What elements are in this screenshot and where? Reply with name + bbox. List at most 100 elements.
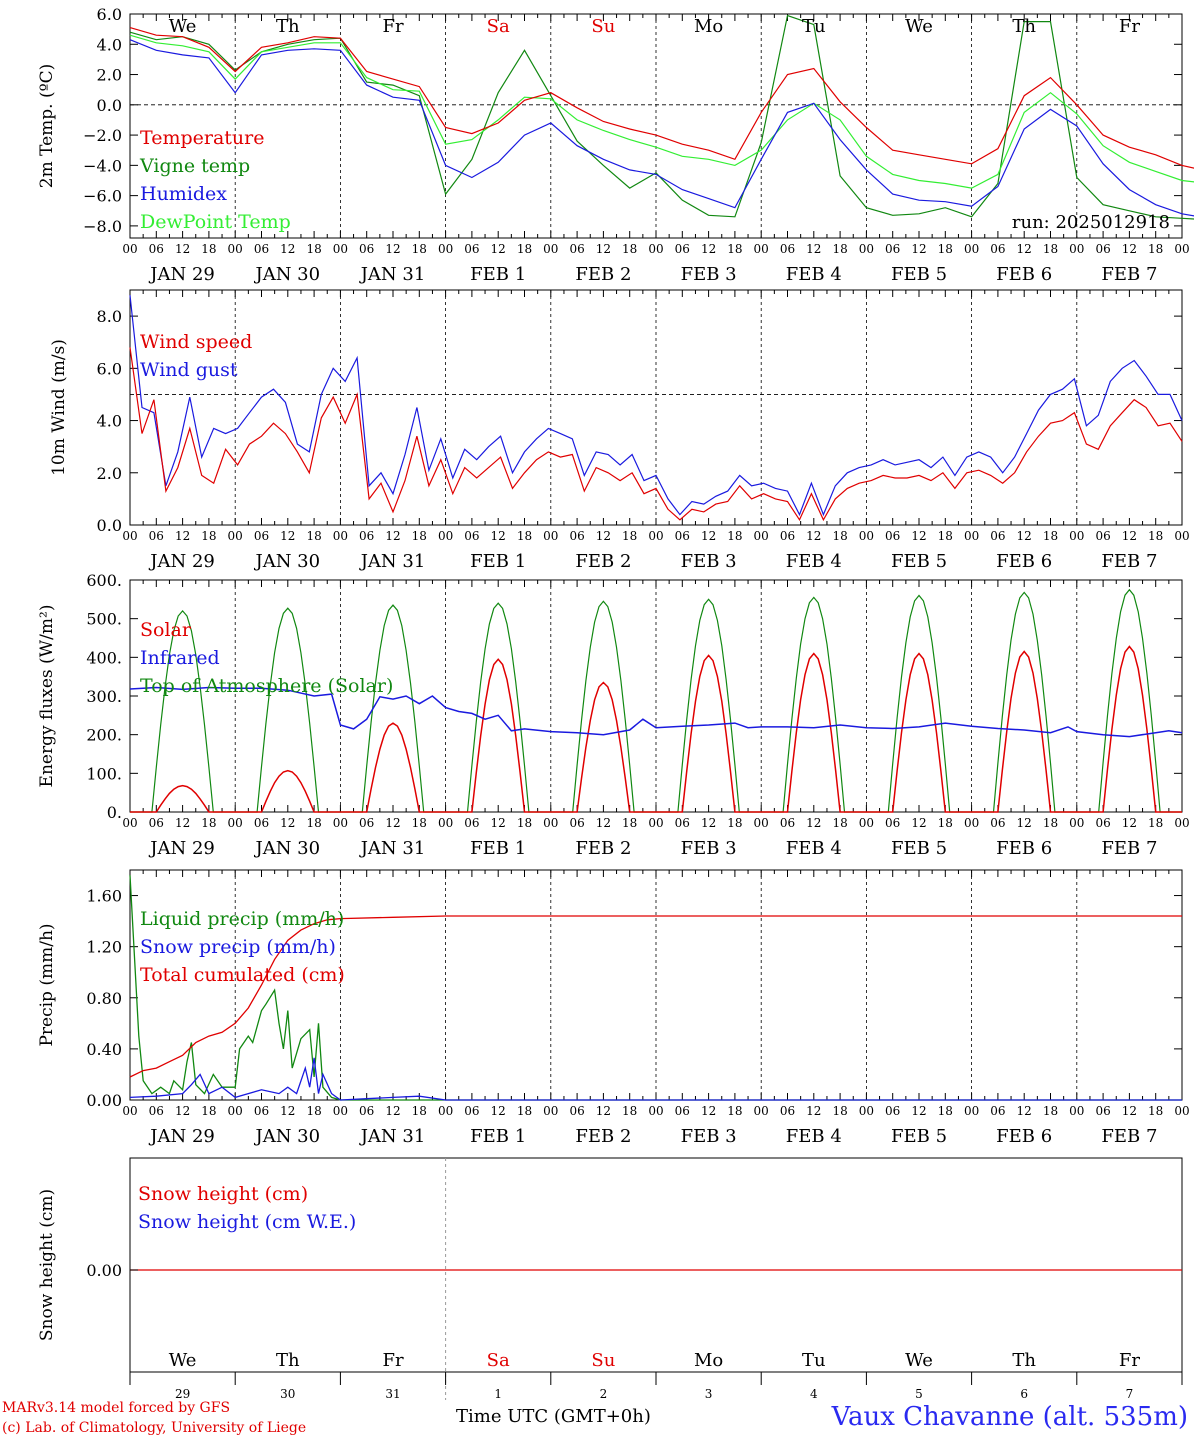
date-label: JAN 31 — [359, 838, 426, 859]
date-label: FEB 6 — [996, 1126, 1052, 1147]
y-tick-label: −6.0 — [83, 187, 122, 206]
hour-tick-label: 06 — [1095, 529, 1110, 543]
hour-tick-label: 06 — [885, 242, 900, 256]
hour-tick-label: 12 — [175, 242, 190, 256]
hour-tick-label: 00 — [1069, 816, 1084, 830]
weekday-label: Fr — [1119, 1350, 1140, 1371]
hour-tick-label: 00 — [859, 1104, 874, 1118]
y-tick-label: 0.00 — [86, 1261, 122, 1280]
day-number-label: 7 — [1126, 1387, 1134, 1401]
hour-tick-label: 18 — [517, 1104, 532, 1118]
hour-tick-label: 18 — [412, 529, 427, 543]
series-line-snow-precip — [129, 1057, 1182, 1101]
hour-tick-label: 00 — [964, 816, 979, 830]
hour-tick-label: 00 — [964, 1104, 979, 1118]
date-label: FEB 7 — [1101, 264, 1157, 285]
y-tick-label: 6.0 — [97, 5, 122, 24]
hour-tick-label: 00 — [543, 1104, 558, 1118]
hour-tick-label: 18 — [727, 816, 742, 830]
hour-tick-label: 00 — [438, 242, 453, 256]
hour-tick-label: 18 — [201, 529, 216, 543]
hour-tick-label: 00 — [1174, 242, 1189, 256]
date-label: FEB 1 — [470, 1126, 526, 1147]
hour-tick-label: 12 — [280, 242, 295, 256]
y-axis-label: Snow height (cm) — [37, 1189, 57, 1341]
date-label: FEB 2 — [575, 264, 631, 285]
y-tick-label: 400. — [86, 648, 122, 667]
weekday-label: Th — [1012, 1350, 1036, 1371]
hour-tick-label: 12 — [701, 816, 716, 830]
hour-tick-label: 00 — [859, 816, 874, 830]
hour-tick-label: 12 — [596, 816, 611, 830]
day-number-label: 3 — [705, 1387, 713, 1401]
hour-tick-label: 12 — [491, 529, 506, 543]
hour-tick-label: 06 — [359, 1104, 374, 1118]
hour-tick-label: 00 — [859, 529, 874, 543]
hour-tick-label: 06 — [780, 529, 795, 543]
hour-tick-label: 00 — [964, 529, 979, 543]
hour-tick-label: 06 — [675, 242, 690, 256]
hour-tick-label: 18 — [1148, 242, 1163, 256]
hour-tick-label: 06 — [464, 529, 479, 543]
hour-tick-label: 18 — [412, 1104, 427, 1118]
hour-tick-label: 18 — [412, 816, 427, 830]
hour-tick-label: 00 — [648, 529, 663, 543]
date-label: FEB 3 — [681, 264, 737, 285]
legend-entry: Liquid precip (mm/h) — [140, 908, 344, 930]
day-number-label: 1 — [494, 1387, 502, 1401]
hour-tick-label: 12 — [806, 1104, 821, 1118]
weekday-label: Su — [591, 1350, 615, 1371]
y-tick-label: 200. — [86, 726, 122, 745]
hour-tick-label: 06 — [254, 529, 269, 543]
hour-tick-label: 12 — [280, 816, 295, 830]
date-label: FEB 2 — [575, 551, 631, 572]
legend-entry: Vigne temp — [139, 155, 250, 177]
hour-tick-label: 00 — [228, 529, 243, 543]
hour-tick-label: 18 — [832, 1104, 847, 1118]
hour-tick-label: 06 — [464, 1104, 479, 1118]
hour-tick-label: 18 — [727, 242, 742, 256]
y-tick-label: −2.0 — [83, 126, 122, 145]
hour-tick-label: 00 — [1069, 529, 1084, 543]
date-label: FEB 6 — [996, 551, 1052, 572]
hour-tick-label: 06 — [675, 816, 690, 830]
y-tick-label: 6.0 — [97, 359, 122, 378]
hour-tick-label: 06 — [990, 816, 1005, 830]
hour-tick-label: 06 — [149, 529, 164, 543]
hour-tick-label: 00 — [648, 242, 663, 256]
hour-tick-label: 12 — [806, 529, 821, 543]
hour-tick-label: 00 — [438, 529, 453, 543]
day-number-label: 29 — [175, 1387, 190, 1401]
hour-tick-label: 18 — [306, 816, 321, 830]
hour-tick-label: 12 — [911, 529, 926, 543]
hour-tick-label: 18 — [201, 816, 216, 830]
hour-tick-label: 18 — [1148, 529, 1163, 543]
hour-tick-label: 06 — [780, 242, 795, 256]
hour-tick-label: 00 — [333, 529, 348, 543]
hour-tick-label: 00 — [122, 1104, 137, 1118]
date-label: FEB 5 — [891, 551, 947, 572]
model-credit: MARv3.14 model forced by GFS — [2, 1400, 231, 1416]
legend-entry: Top of Atmosphere (Solar) — [140, 675, 393, 697]
hour-tick-label: 06 — [149, 816, 164, 830]
hour-tick-label: 12 — [701, 242, 716, 256]
series-line-wind-speed — [129, 347, 1183, 522]
hour-tick-label: 00 — [122, 242, 137, 256]
hour-tick-label: 00 — [543, 242, 558, 256]
weekday-label: Fr — [382, 16, 403, 37]
hour-tick-label: 12 — [385, 242, 400, 256]
series-line-vigne-temp — [129, 14, 1194, 220]
hour-tick-label: 00 — [754, 529, 769, 543]
series-line-temperature — [129, 27, 1194, 169]
hour-tick-label: 00 — [438, 816, 453, 830]
hour-tick-label: 12 — [385, 1104, 400, 1118]
hour-tick-label: 12 — [1122, 529, 1137, 543]
date-label: JAN 31 — [359, 264, 426, 285]
weekday-label: Fr — [1119, 16, 1140, 37]
y-tick-label: 0. — [107, 803, 122, 822]
date-label: FEB 7 — [1101, 838, 1157, 859]
y-tick-label: 500. — [86, 610, 122, 629]
hour-tick-label: 12 — [806, 816, 821, 830]
run-label: run: 2025012918 — [1012, 212, 1170, 233]
hour-tick-label: 06 — [464, 242, 479, 256]
